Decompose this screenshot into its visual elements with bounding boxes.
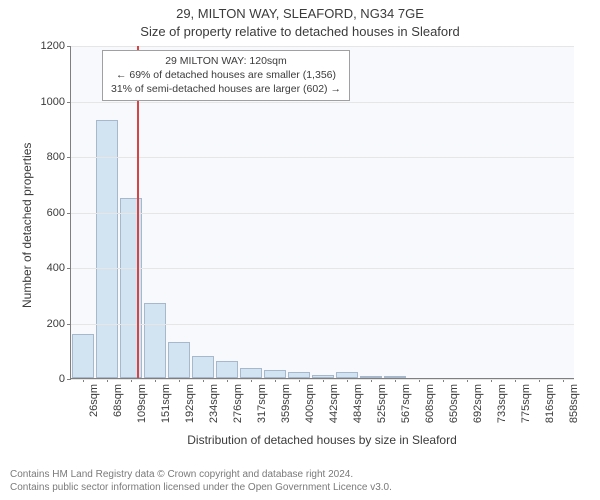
gridline bbox=[71, 157, 574, 158]
footer-attribution: Contains HM Land Registry data © Crown c… bbox=[10, 468, 392, 494]
footer-line2: Contains public sector information licen… bbox=[10, 481, 392, 494]
x-axis-title: Distribution of detached houses by size … bbox=[70, 433, 574, 447]
bar bbox=[240, 368, 262, 378]
gridline bbox=[71, 102, 574, 103]
gridline bbox=[71, 213, 574, 214]
ytick-label: 400 bbox=[47, 262, 65, 274]
bar bbox=[264, 370, 286, 378]
xtick-label: 26sqm bbox=[88, 384, 100, 417]
ytick-label: 600 bbox=[47, 207, 65, 219]
gridline bbox=[71, 46, 574, 47]
xtick-label: 775sqm bbox=[520, 384, 532, 423]
xtick-label: 192sqm bbox=[184, 384, 196, 423]
bar bbox=[144, 303, 166, 378]
footer-line1: Contains HM Land Registry data © Crown c… bbox=[10, 468, 392, 481]
xtick-label: 359sqm bbox=[280, 384, 292, 423]
xtick-label: 858sqm bbox=[568, 384, 580, 423]
annotation-line: 31% of semi-detached houses are larger (… bbox=[111, 82, 341, 96]
annotation-box: 29 MILTON WAY: 120sqm← 69% of detached h… bbox=[102, 50, 350, 101]
ytick-label: 800 bbox=[47, 151, 65, 163]
ytick-label: 0 bbox=[59, 373, 65, 385]
xtick-label: 484sqm bbox=[352, 384, 364, 423]
xtick-label: 816sqm bbox=[544, 384, 556, 423]
xtick-label: 525sqm bbox=[376, 384, 388, 423]
page-title-line1: 29, MILTON WAY, SLEAFORD, NG34 7GE bbox=[0, 6, 600, 21]
annotation-line: ← 69% of detached houses are smaller (1,… bbox=[111, 68, 341, 82]
bar bbox=[168, 342, 190, 378]
ytick-label: 1000 bbox=[41, 96, 65, 108]
xtick-label: 442sqm bbox=[328, 384, 340, 423]
xtick-label: 68sqm bbox=[112, 384, 124, 417]
xtick-label: 109sqm bbox=[136, 384, 148, 423]
bar bbox=[216, 361, 238, 378]
bar bbox=[72, 334, 94, 378]
xtick-label: 608sqm bbox=[424, 384, 436, 423]
xtick-label: 317sqm bbox=[256, 384, 268, 423]
bar bbox=[96, 120, 118, 378]
bar bbox=[192, 356, 214, 378]
xtick-label: 151sqm bbox=[160, 384, 172, 423]
xtick-label: 400sqm bbox=[304, 384, 316, 423]
bar bbox=[120, 198, 142, 378]
page-title-line2: Size of property relative to detached ho… bbox=[0, 24, 600, 39]
annotation-line: 29 MILTON WAY: 120sqm bbox=[111, 54, 341, 68]
gridline bbox=[71, 379, 574, 380]
gridline bbox=[71, 324, 574, 325]
ytick-label: 200 bbox=[47, 318, 65, 330]
gridline bbox=[71, 268, 574, 269]
xtick-label: 234sqm bbox=[208, 384, 220, 423]
xtick-label: 276sqm bbox=[232, 384, 244, 423]
y-axis-title: Number of detached properties bbox=[20, 142, 34, 307]
xtick-label: 567sqm bbox=[400, 384, 412, 423]
xtick-label: 692sqm bbox=[472, 384, 484, 423]
xtick-label: 733sqm bbox=[496, 384, 508, 423]
xtick-label: 650sqm bbox=[448, 384, 460, 423]
ytick-label: 1200 bbox=[41, 40, 65, 52]
